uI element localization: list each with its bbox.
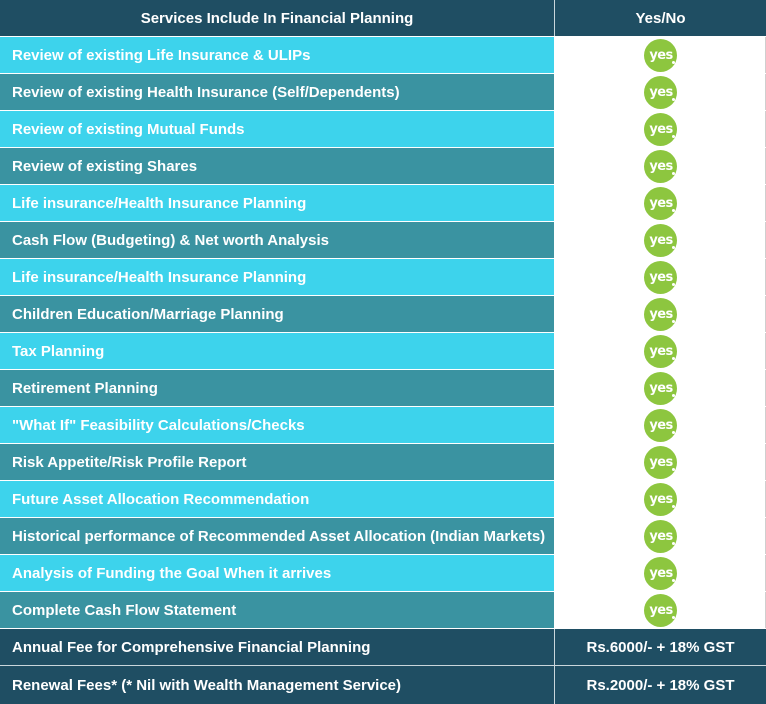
service-label: Review of existing Life Insurance & ULIP… xyxy=(0,37,555,73)
answer-cell: yes xyxy=(555,333,766,369)
yes-icon: yes xyxy=(643,408,677,442)
yes-icon: yes xyxy=(643,593,677,627)
service-label: Children Education/Marriage Planning xyxy=(0,296,555,332)
service-label: Analysis of Funding the Goal When it arr… xyxy=(0,555,555,591)
answer-cell: yes xyxy=(555,518,766,554)
table-row: Life insurance/Health Insurance Planning… xyxy=(0,259,766,296)
answer-cell: yes xyxy=(555,481,766,517)
yes-icon: yes xyxy=(643,371,677,405)
service-label: Historical performance of Recommended As… xyxy=(0,518,555,554)
services-column-header: Services Include In Financial Planning xyxy=(0,0,555,36)
table-row: Cash Flow (Budgeting) & Net worth Analys… xyxy=(0,222,766,259)
answer-cell: yes xyxy=(555,185,766,221)
fee-label: Annual Fee for Comprehensive Financial P… xyxy=(0,629,555,665)
yesno-column-header: Yes/No xyxy=(555,0,766,36)
service-label: Complete Cash Flow Statement xyxy=(0,592,555,628)
table-row: "What If" Feasibility Calculations/Check… xyxy=(0,407,766,444)
table-row: Review of existing Mutual Funds yes xyxy=(0,111,766,148)
service-label: Tax Planning xyxy=(0,333,555,369)
answer-cell: yes xyxy=(555,370,766,406)
service-label: "What If" Feasibility Calculations/Check… xyxy=(0,407,555,443)
table-row: Review of existing Health Insurance (Sel… xyxy=(0,74,766,111)
service-label: Life insurance/Health Insurance Planning xyxy=(0,185,555,221)
table-row: Complete Cash Flow Statement yes xyxy=(0,592,766,629)
answer-cell: yes xyxy=(555,111,766,147)
table-row: Review of existing Shares yes xyxy=(0,148,766,185)
yes-icon: yes xyxy=(643,556,677,590)
table-row: Future Asset Allocation Recommendation y… xyxy=(0,481,766,518)
table-row: Tax Planning yes xyxy=(0,333,766,370)
answer-cell: yes xyxy=(555,259,766,295)
yes-icon: yes xyxy=(643,75,677,109)
yes-icon: yes xyxy=(643,260,677,294)
answer-cell: yes xyxy=(555,296,766,332)
answer-cell: yes xyxy=(555,592,766,628)
service-label: Review of existing Mutual Funds xyxy=(0,111,555,147)
table-row: Retirement Planning yes xyxy=(0,370,766,407)
service-label: Life insurance/Health Insurance Planning xyxy=(0,259,555,295)
service-label: Review of existing Health Insurance (Sel… xyxy=(0,74,555,110)
answer-cell: yes xyxy=(555,444,766,480)
yes-icon: yes xyxy=(643,186,677,220)
answer-cell: yes xyxy=(555,148,766,184)
answer-cell: yes xyxy=(555,555,766,591)
service-label: Risk Appetite/Risk Profile Report xyxy=(0,444,555,480)
yes-icon: yes xyxy=(643,38,677,72)
yes-icon: yes xyxy=(643,482,677,516)
answer-cell: yes xyxy=(555,74,766,110)
table-row: Children Education/Marriage Planning yes xyxy=(0,296,766,333)
service-label: Review of existing Shares xyxy=(0,148,555,184)
service-label: Cash Flow (Budgeting) & Net worth Analys… xyxy=(0,222,555,258)
service-label: Future Asset Allocation Recommendation xyxy=(0,481,555,517)
yes-icon: yes xyxy=(643,223,677,257)
yes-icon: yes xyxy=(643,297,677,331)
answer-cell: yes xyxy=(555,407,766,443)
yes-icon: yes xyxy=(643,519,677,553)
fee-row-renewal: Renewal Fees* (* Nil with Wealth Managem… xyxy=(0,666,766,704)
yes-icon: yes xyxy=(643,334,677,368)
table-row: Life insurance/Health Insurance Planning… xyxy=(0,185,766,222)
fee-value: Rs.6000/- + 18% GST xyxy=(555,629,766,665)
yes-icon: yes xyxy=(643,112,677,146)
answer-cell: yes xyxy=(555,37,766,73)
table-row: Analysis of Funding the Goal When it arr… xyxy=(0,555,766,592)
fee-row-annual: Annual Fee for Comprehensive Financial P… xyxy=(0,629,766,666)
table-row: Risk Appetite/Risk Profile Report yes xyxy=(0,444,766,481)
fee-label: Renewal Fees* (* Nil with Wealth Managem… xyxy=(0,666,555,704)
yes-icon: yes xyxy=(643,149,677,183)
service-label: Retirement Planning xyxy=(0,370,555,406)
yes-icon: yes xyxy=(643,445,677,479)
table-row: Historical performance of Recommended As… xyxy=(0,518,766,555)
table-header: Services Include In Financial Planning Y… xyxy=(0,0,766,37)
answer-cell: yes xyxy=(555,222,766,258)
fee-value: Rs.2000/- + 18% GST xyxy=(555,666,766,704)
table-row: Review of existing Life Insurance & ULIP… xyxy=(0,37,766,74)
